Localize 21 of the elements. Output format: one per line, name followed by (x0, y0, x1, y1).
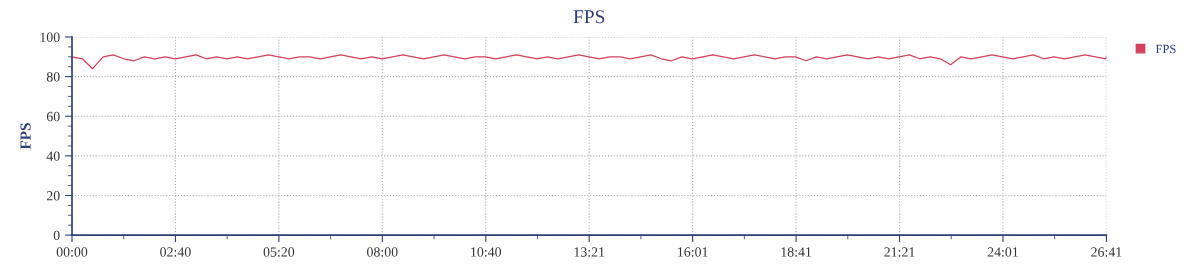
x-tick-label: 10:40 (471, 247, 502, 257)
y-tick-label: 100 (40, 32, 60, 42)
x-tick-label: 24:01 (987, 247, 1018, 257)
x-tick-label: 13:21 (574, 247, 605, 257)
y-tick-label: 20 (46, 191, 60, 201)
x-tick-label: 21:21 (884, 247, 915, 257)
y-tick-label: 80 (46, 72, 60, 82)
x-tick-label: 18:41 (781, 247, 812, 257)
x-tick-label: 26:41 (1091, 247, 1122, 257)
x-tick-label: 02:40 (160, 247, 191, 257)
y-tick-label: 40 (46, 151, 60, 161)
x-tick-label: 00:00 (56, 247, 88, 257)
x-tick-label: 08:00 (367, 247, 398, 257)
chart-title: FPS (573, 10, 605, 24)
y-tick-label: 0 (53, 230, 60, 241)
x-tick-label: 05:20 (263, 247, 295, 257)
legend-label: FPS (1155, 44, 1176, 54)
x-tick-label: 16:01 (678, 247, 708, 257)
line-series (72, 54, 1107, 70)
y-axis-title: FPS (20, 123, 31, 150)
y-tick-label: 60 (46, 111, 60, 122)
